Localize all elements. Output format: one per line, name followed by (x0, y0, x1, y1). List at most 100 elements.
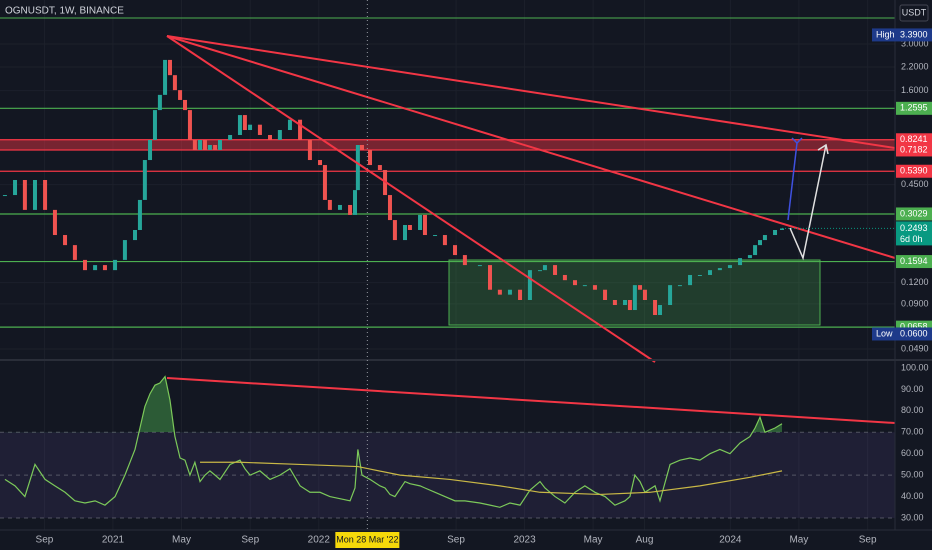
candle (142, 160, 147, 200)
candle (178, 90, 183, 100)
rsi-line (4, 375, 783, 508)
y-tick-label: 2.2000 (901, 61, 929, 71)
candle (688, 274, 693, 286)
candle (780, 228, 785, 230)
candle (72, 245, 77, 260)
candle (738, 258, 743, 266)
candle (102, 265, 107, 271)
price-tag (896, 101, 932, 115)
x-tick-label: Sep (447, 535, 465, 546)
price-tag (896, 255, 932, 269)
candle (237, 115, 242, 135)
projection-arrow (789, 144, 827, 261)
candle (538, 270, 543, 272)
candle (638, 285, 643, 290)
candle (757, 240, 762, 246)
candle (157, 94, 162, 111)
candle (403, 225, 408, 241)
candle (582, 285, 587, 287)
y-tick-label: 90.00 (901, 384, 924, 394)
candle (228, 134, 233, 140)
candle (717, 268, 722, 271)
price-tag-label: 0.3029 (900, 208, 928, 218)
x-tick-label: 2022 (308, 535, 331, 546)
candle (52, 209, 57, 236)
candle (497, 289, 502, 295)
candle (627, 300, 632, 311)
candle (727, 265, 732, 269)
price-tag (896, 133, 932, 147)
candle (418, 214, 423, 230)
candle (163, 59, 168, 95)
candle (287, 119, 292, 131)
x-tick-label: Sep (859, 535, 877, 546)
candle (113, 259, 118, 271)
candle (612, 300, 617, 306)
candle (43, 179, 48, 210)
x-tick-label: May (584, 535, 603, 546)
trend-line (166, 35, 656, 363)
candle (657, 305, 662, 316)
candle (242, 115, 247, 131)
last-price-label: 0.2493 (900, 223, 928, 233)
currency-box (899, 4, 929, 22)
rsi-ma-line (200, 461, 783, 496)
candle (22, 179, 27, 210)
candle (32, 179, 37, 210)
candle (603, 289, 608, 301)
high-value: 3.3900 (900, 29, 928, 39)
candle (298, 119, 303, 140)
price-tag-label: 1.2595 (900, 103, 928, 113)
x-tick-label: Sep (36, 535, 54, 546)
candle (307, 139, 312, 161)
x-tick-label: Sep (241, 535, 259, 546)
candle (747, 255, 752, 259)
grid (0, 431, 895, 519)
candle (352, 190, 357, 215)
candle (133, 229, 138, 241)
candle (122, 240, 127, 260)
candle (433, 235, 438, 237)
arrow-head (817, 143, 829, 155)
candle (277, 130, 282, 140)
candle (207, 144, 212, 150)
candle (13, 179, 18, 196)
low-tag (872, 327, 932, 341)
candle (318, 160, 323, 166)
low-value: 0.0600 (900, 328, 928, 338)
candle (63, 235, 68, 246)
candle (392, 220, 397, 241)
candle (152, 110, 157, 140)
candle (592, 285, 597, 290)
rsi-trend-line (166, 377, 896, 424)
arrow-head (791, 137, 803, 145)
candle (348, 204, 353, 215)
candle (248, 124, 253, 131)
candle (453, 245, 458, 256)
x-tick-label: Aug (636, 535, 654, 546)
y-tick-label: 40.00 (901, 491, 924, 501)
candle (82, 259, 87, 271)
candle (707, 270, 712, 275)
price-tag-label: 0.5390 (900, 166, 928, 176)
y-tick-label: 80.00 (901, 405, 924, 415)
candle (462, 255, 467, 266)
candle (422, 214, 427, 236)
x-tick-label: May (172, 535, 191, 546)
low-label: Low (876, 328, 893, 338)
candle (442, 235, 447, 246)
candle (642, 289, 647, 301)
y-tick-label: 0.4500 (901, 179, 929, 189)
candle (198, 139, 203, 150)
candle (387, 195, 392, 221)
candle (327, 199, 332, 210)
y-tick-label: 100.00 (901, 362, 929, 372)
y-tick-label: 0.0490 (901, 343, 929, 353)
trend-line (166, 35, 896, 149)
price-tag (896, 143, 932, 157)
projection-arrow (787, 142, 798, 221)
candle (553, 265, 558, 275)
candle (148, 139, 153, 161)
candle (753, 245, 758, 256)
high-tag (872, 28, 932, 42)
